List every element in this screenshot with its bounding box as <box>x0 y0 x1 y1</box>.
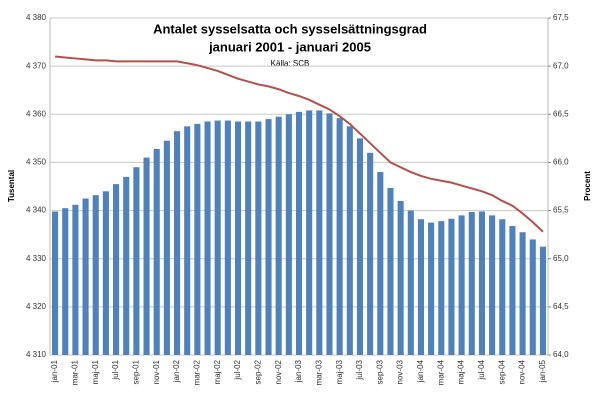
y2-tick-label: 64,5 <box>553 302 569 311</box>
bar <box>306 110 313 355</box>
x-tick-label: nov-03 <box>396 359 405 384</box>
x-tick-label: sep-03 <box>375 359 384 384</box>
x-tick-label: nov-04 <box>518 359 527 384</box>
bar <box>184 126 191 355</box>
bar <box>173 131 181 355</box>
bar <box>489 215 496 355</box>
bar <box>285 114 292 356</box>
bar <box>265 119 272 355</box>
x-tick-label: maj-03 <box>335 359 344 384</box>
y2-axis-title: Procent <box>583 171 592 201</box>
source: Källa: SCB <box>271 59 310 68</box>
x-tick-label: mar-03 <box>314 359 323 385</box>
bar <box>92 195 99 355</box>
x-tick-label: jul-03 <box>355 359 364 380</box>
bar <box>194 123 201 356</box>
x-tick-label: maj-04 <box>457 359 466 384</box>
x-tick-label: maj-01 <box>91 359 100 384</box>
bar <box>438 221 445 355</box>
bar <box>367 152 374 355</box>
bar <box>245 121 252 355</box>
bar <box>468 212 475 355</box>
x-tick-label: sep-04 <box>497 359 506 384</box>
chart-title: Antalet sysselsatta och sysselsättningsg… <box>153 21 427 36</box>
y-tick-label: 4 360 <box>26 109 47 118</box>
x-tick-label: jan-01 <box>50 359 59 383</box>
y2-tick-label: 65,0 <box>553 254 569 263</box>
bar <box>153 148 160 355</box>
bar <box>519 232 526 355</box>
bar <box>214 120 221 356</box>
bar <box>52 211 59 355</box>
bar <box>478 211 485 355</box>
y-tick-label: 4 340 <box>26 206 47 215</box>
x-tick-label: jul-04 <box>477 359 486 380</box>
bar <box>346 126 353 355</box>
bar <box>397 200 404 355</box>
y-tick-label: 4 370 <box>26 61 47 70</box>
x-tick-label: jan-04 <box>416 359 425 383</box>
y-tick-label: 4 380 <box>26 13 47 22</box>
y2-tick-label: 65,5 <box>553 206 569 215</box>
x-tick-label: nov-02 <box>274 359 283 384</box>
x-tick-label: maj-02 <box>213 359 222 384</box>
bar <box>102 191 109 355</box>
bar <box>113 184 120 355</box>
y-tick-label: 4 330 <box>26 254 47 263</box>
bar <box>234 121 242 355</box>
bar <box>133 167 140 355</box>
x-tick-label: sep-02 <box>253 359 262 384</box>
bar <box>529 239 536 355</box>
bar <box>377 172 384 355</box>
bar <box>387 187 394 355</box>
bar <box>336 118 343 355</box>
x-tick-label: nov-01 <box>152 359 161 384</box>
y2-tick-label: 66,5 <box>553 109 569 118</box>
x-tick-label: mar-04 <box>436 359 445 385</box>
bar <box>82 198 89 355</box>
bar <box>143 157 150 355</box>
x-tick-label: jul-01 <box>111 359 120 380</box>
chart-subtitle: januari 2001 - januari 2005 <box>208 39 371 54</box>
bar <box>123 176 130 355</box>
y-tick-label: 4 350 <box>26 158 47 167</box>
bar <box>499 219 506 355</box>
bar <box>356 138 364 355</box>
bar <box>326 113 333 355</box>
bar <box>72 204 79 355</box>
bar <box>316 110 323 355</box>
y-tick-label: 4 310 <box>26 350 47 359</box>
bar <box>448 218 455 355</box>
y2-tick-label: 66,0 <box>553 158 569 167</box>
y2-tick-label: 67,0 <box>553 61 569 70</box>
x-tick-label: jan-05 <box>538 359 547 383</box>
bar <box>417 219 425 355</box>
y2-tick-label: 64,0 <box>553 350 569 359</box>
bar <box>275 116 282 355</box>
x-tick-label: jan-02 <box>172 359 181 383</box>
y2-tick-label: 67,5 <box>553 13 569 22</box>
x-tick-label: jul-02 <box>233 359 242 380</box>
bar <box>163 140 170 355</box>
bar <box>255 121 262 355</box>
bar <box>407 210 414 355</box>
bar <box>509 225 516 355</box>
bar <box>62 208 69 355</box>
line <box>54 55 544 233</box>
bar <box>295 111 303 355</box>
y-axis-title: Tusental <box>7 170 16 202</box>
y-tick-label: 4 320 <box>26 302 47 311</box>
bar <box>458 215 465 355</box>
x-tick-label: mar-01 <box>71 359 80 385</box>
x-tick-label: sep-01 <box>131 359 140 384</box>
bar <box>539 246 546 355</box>
bar <box>224 120 231 356</box>
x-tick-label: mar-02 <box>192 359 201 385</box>
bar <box>428 222 435 355</box>
bar <box>204 121 211 355</box>
x-tick-label: jan-03 <box>294 359 303 383</box>
